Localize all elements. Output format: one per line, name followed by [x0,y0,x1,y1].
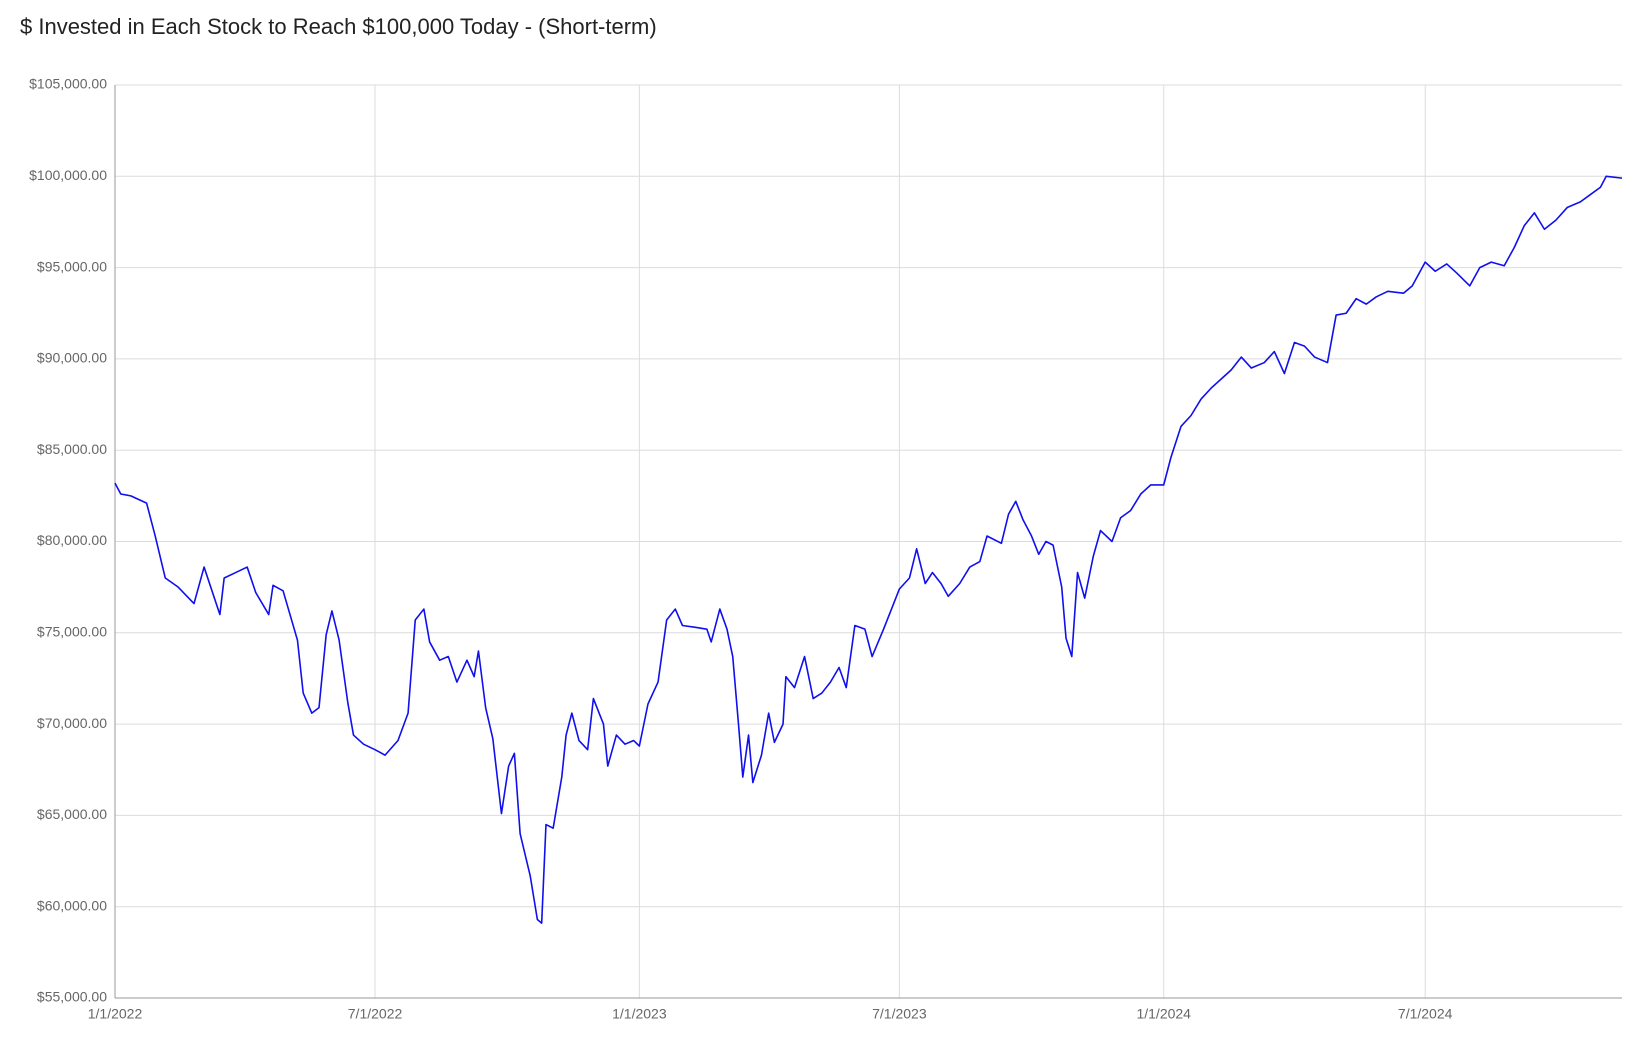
y-tick-label: $95,000.00 [37,258,107,274]
y-tick-label: $65,000.00 [37,806,107,822]
y-tick-label: $60,000.00 [37,897,107,913]
x-tick-label: 1/1/2022 [88,1006,143,1022]
x-tick-label: 7/1/2024 [1398,1006,1453,1022]
y-tick-label: $90,000.00 [37,350,107,366]
x-tick-label: 1/1/2023 [612,1006,667,1022]
y-tick-label: $85,000.00 [37,441,107,457]
x-tick-label: 7/1/2022 [348,1006,403,1022]
x-tick-label: 7/1/2023 [872,1006,927,1022]
y-tick-label: $100,000.00 [29,167,107,183]
y-tick-label: $80,000.00 [37,532,107,548]
y-tick-label: $75,000.00 [37,624,107,640]
line-series [114,175,1623,924]
y-tick-label: $70,000.00 [37,715,107,731]
x-tick-label: 1/1/2024 [1136,1006,1191,1022]
y-tick-label: $55,000.00 [37,989,107,1005]
y-tick-label: $105,000.00 [29,76,107,92]
chart-title: $ Invested in Each Stock to Reach $100,0… [20,14,657,39]
